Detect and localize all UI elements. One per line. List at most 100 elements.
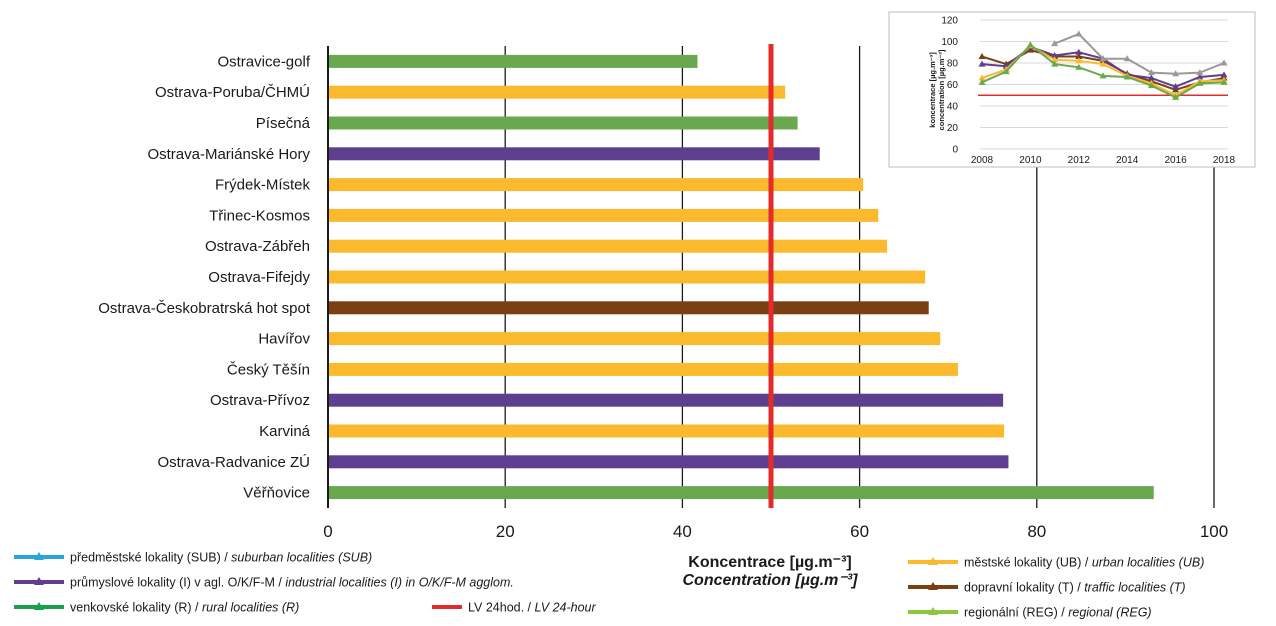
inset-point bbox=[1172, 83, 1180, 90]
category-label: Ostrava-Přívoz bbox=[210, 392, 310, 409]
category-label: Třinec-Kosmos bbox=[209, 207, 310, 224]
legend-item: předměstské lokality (SUB) / suburban lo… bbox=[14, 551, 372, 565]
bar bbox=[329, 147, 820, 161]
x-axis-title-en: Concentration [µg.m⁻³] bbox=[683, 572, 859, 589]
legend-item: městské lokality (UB) / urban localities… bbox=[908, 556, 1204, 570]
inset-point bbox=[1075, 53, 1083, 60]
legend-marker bbox=[34, 602, 44, 610]
legend-marker bbox=[928, 557, 938, 565]
inset-x-tick-label: 2008 bbox=[971, 155, 994, 166]
inset-point bbox=[1196, 73, 1204, 80]
inset-y-tick-label: 60 bbox=[947, 80, 959, 91]
inset-x-tick-label: 2014 bbox=[1116, 155, 1139, 166]
category-label: Karviná bbox=[259, 423, 311, 440]
bar bbox=[329, 270, 926, 284]
inset-point bbox=[1075, 63, 1083, 70]
inset-point bbox=[1147, 82, 1155, 89]
inset-point bbox=[1196, 79, 1204, 86]
x-tick-label: 100 bbox=[1200, 522, 1228, 541]
inset-point bbox=[1147, 69, 1155, 76]
inset-y-tick-label: 0 bbox=[952, 145, 958, 156]
category-label: Ostrava-Zábřeh bbox=[205, 238, 310, 255]
category-label: Ostravice-golf bbox=[217, 53, 310, 70]
inset-x-tick-label: 2010 bbox=[1019, 155, 1042, 166]
inset-point bbox=[1220, 71, 1228, 78]
category-label: Havířov bbox=[258, 331, 310, 348]
legend-item: průmyslové lokality (I) v agl. O/K/F-M /… bbox=[14, 576, 514, 590]
inset-point bbox=[1075, 30, 1083, 37]
legend-marker bbox=[928, 607, 938, 615]
inset-point bbox=[978, 78, 986, 85]
bar bbox=[329, 393, 1004, 407]
inset-point bbox=[1075, 48, 1083, 55]
category-label: Ostrava-Poruba/ČHMÚ bbox=[155, 84, 310, 101]
inset-point bbox=[1099, 72, 1107, 79]
bar bbox=[329, 208, 879, 222]
inset-x-ticks: 2008 2010 2012 2014 2016 2018 bbox=[971, 155, 1236, 166]
inset-point bbox=[1051, 56, 1059, 63]
inset-y-ticks: 0 20 40 60 80 100 120 bbox=[941, 16, 958, 156]
inset-line-chart: 0 20 40 60 80 100 120 2008 2010 2012 2014 2016 2018… bbox=[888, 11, 1256, 168]
category-label: Ostrava-Mariánské Hory bbox=[147, 146, 310, 163]
inset-y-tick-label: 120 bbox=[941, 16, 958, 27]
inset-point bbox=[1220, 59, 1228, 66]
legend-marker bbox=[34, 552, 44, 560]
category-label: Ostrava-Českobratrská hot spot bbox=[98, 300, 311, 317]
legend-label: regionální (REG) / regional (REG) bbox=[964, 606, 1152, 620]
inset-point bbox=[1026, 46, 1034, 53]
inset-point bbox=[1051, 51, 1059, 58]
inset-point bbox=[1172, 86, 1180, 93]
bar bbox=[329, 455, 1009, 469]
bar bbox=[329, 54, 698, 68]
inset-series bbox=[978, 30, 1228, 100]
inset-point bbox=[1099, 60, 1107, 67]
inset-x-tick-label: 2016 bbox=[1164, 155, 1187, 166]
inset-point bbox=[978, 74, 986, 81]
inset-y-tick-label: 100 bbox=[941, 37, 958, 48]
category-label: Ostrava-Fifejdy bbox=[208, 269, 310, 286]
inset-point bbox=[978, 60, 986, 67]
x-tick-label: 0 bbox=[323, 522, 332, 541]
legend-label: LV 24hod. / LV 24-hour bbox=[468, 601, 596, 615]
bar bbox=[329, 424, 1005, 438]
category-labels: Ostravice-golf Ostrava-Poruba/ČHMÚ Písečná… bbox=[98, 53, 311, 501]
inset-series-line bbox=[1054, 32, 1225, 75]
inset-x-tick-label: 2018 bbox=[1213, 155, 1236, 166]
inset-point bbox=[1051, 40, 1059, 47]
legend-label: dopravní lokality (T) / traffic localiti… bbox=[964, 581, 1186, 595]
category-label: Ostrava-Radvanice ZÚ bbox=[157, 454, 310, 471]
inset-frame bbox=[888, 11, 1256, 168]
chart-bars bbox=[329, 54, 1154, 500]
inset-point bbox=[1123, 55, 1131, 62]
legend-label: venkovské lokality (R) / rural localitie… bbox=[70, 601, 299, 615]
legend-label: průmyslové lokality (I) v agl. O/K/F-M /… bbox=[70, 576, 514, 590]
inset-point bbox=[1123, 73, 1131, 80]
inset-point bbox=[1196, 69, 1204, 76]
x-tick-label: 60 bbox=[850, 522, 869, 541]
legend-label: městské lokality (UB) / urban localities… bbox=[964, 556, 1204, 570]
bar bbox=[329, 178, 864, 192]
inset-y-axis-title-en: concentration [µg.m⁻³] bbox=[937, 49, 946, 130]
legend-marker bbox=[928, 582, 938, 590]
legend-marker bbox=[34, 577, 44, 585]
legend-item: venkovské lokality (R) / rural localitie… bbox=[14, 601, 299, 615]
inset-point bbox=[1075, 57, 1083, 64]
x-tick-label: 80 bbox=[1027, 522, 1046, 541]
bar bbox=[329, 362, 958, 376]
inset-point bbox=[978, 53, 986, 60]
inset-point bbox=[1220, 78, 1228, 85]
x-tick-label: 40 bbox=[673, 522, 692, 541]
inset-y-tick-label: 40 bbox=[947, 102, 959, 113]
category-label: Věřňovice bbox=[243, 485, 310, 502]
legend: předměstské lokality (SUB) / suburban lo… bbox=[14, 551, 1204, 620]
inset-point bbox=[1147, 74, 1155, 81]
inset-y-axis-title: koncentrace [µg.m⁻³] bbox=[928, 52, 937, 128]
inset-point bbox=[1172, 70, 1180, 77]
category-label: Český Těšín bbox=[227, 361, 310, 378]
x-tick-label: 20 bbox=[496, 522, 515, 541]
legend-item: LV 24hod. / LV 24-hour bbox=[432, 601, 596, 615]
inset-point bbox=[1026, 41, 1034, 48]
bar bbox=[329, 301, 929, 315]
bar bbox=[329, 239, 888, 253]
